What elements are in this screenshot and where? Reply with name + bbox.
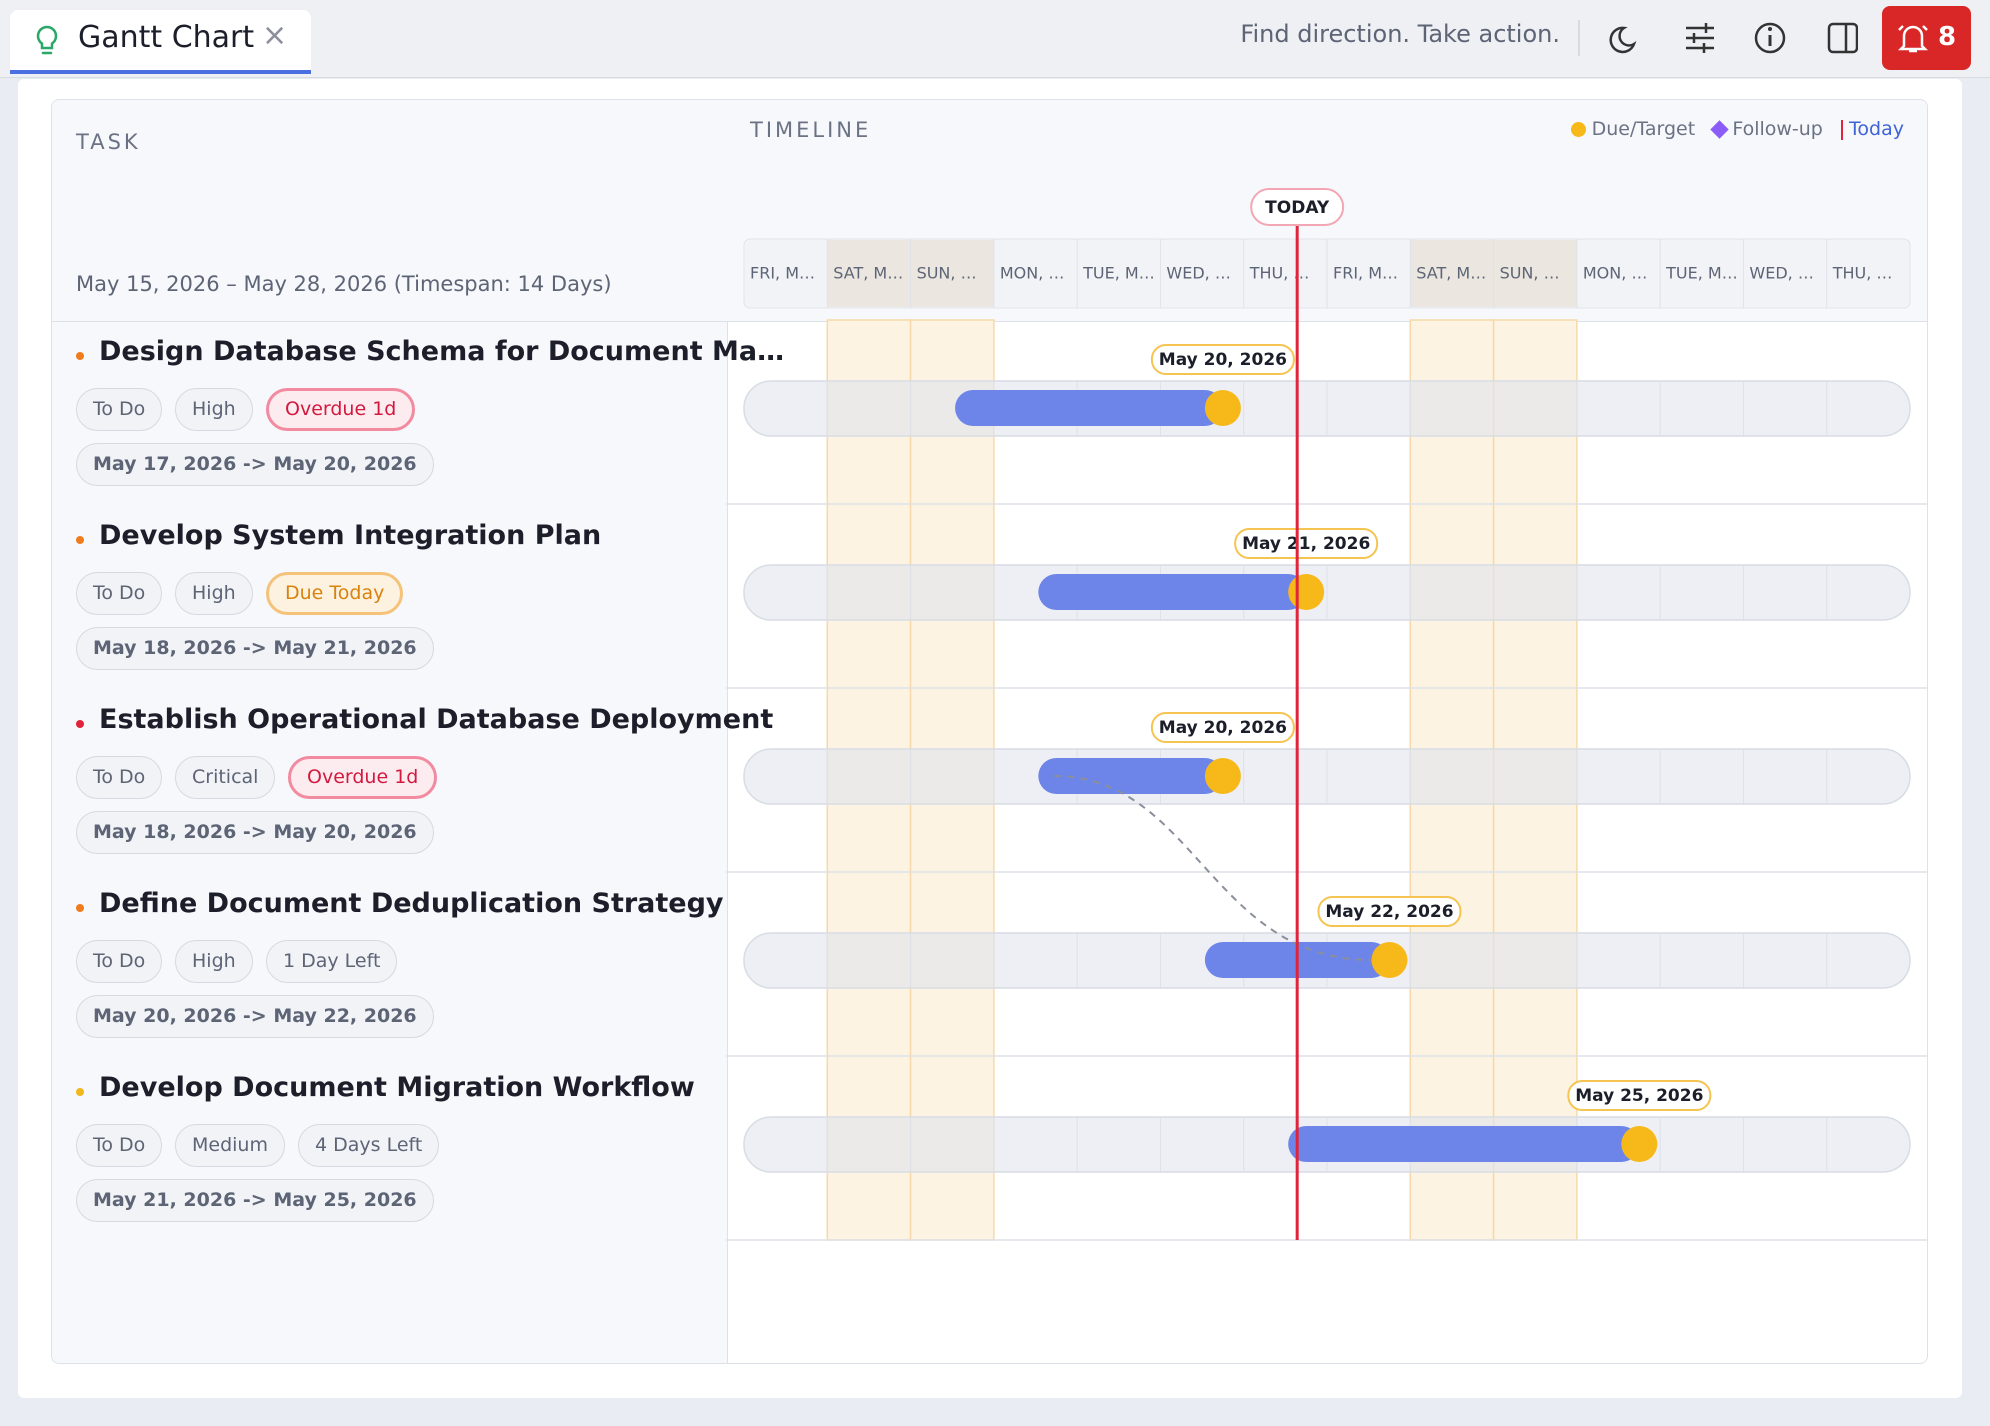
day-label: THU, …	[1249, 264, 1310, 283]
timeline: FRI, M… SAT, M… SUN, … MON, … TUE, M… WED, … T…	[726, 188, 1928, 1241]
toolbar-icons[interactable]	[1608, 18, 1858, 58]
legend-today: Today	[1849, 118, 1904, 140]
status-tag: To Do	[76, 388, 163, 431]
priority-bullet	[76, 536, 84, 544]
due-label-box	[1150, 712, 1295, 743]
task-header: TASK	[76, 130, 141, 154]
priority-bullet	[76, 352, 84, 360]
task-title: Define Document Deduplication Strategy	[99, 888, 724, 919]
task-bar	[955, 390, 1223, 426]
priority-tag: High	[175, 388, 253, 431]
date-range-pill: May 21, 2026 -> May 25, 2026	[76, 1179, 434, 1222]
timeline-header: TIMELINE	[750, 118, 872, 142]
priority-tag: Critical	[175, 756, 276, 799]
legend-due-swatch	[1570, 122, 1586, 137]
due-label-box	[1567, 1080, 1712, 1111]
legend-followup: Follow-up	[1732, 118, 1823, 140]
day-label: SUN, …	[1500, 264, 1560, 283]
notifications-button[interactable]: 8	[1882, 6, 1971, 70]
due-label-box	[1150, 344, 1295, 375]
status-tag: To Do	[76, 572, 163, 615]
priority-bullet	[76, 904, 84, 912]
due-label: May 20, 2026	[1159, 718, 1287, 738]
notification-count: 8	[1938, 22, 1957, 52]
close-tab[interactable]: ×	[262, 18, 288, 53]
date-range-pill: May 18, 2026 -> May 20, 2026	[76, 811, 434, 854]
due-label-box	[1317, 896, 1462, 927]
day-label: WED, …	[1749, 264, 1813, 283]
date-range-pill: May 18, 2026 -> May 21, 2026	[76, 627, 434, 670]
priority-tag: High	[175, 940, 253, 983]
day-label: TUE, M…	[1082, 264, 1155, 283]
due-dot	[1621, 1126, 1658, 1162]
tab[interactable]: Gantt Chart ×	[10, 10, 311, 74]
bell-icon	[1897, 25, 1929, 53]
today-label: TODAY	[1265, 198, 1330, 218]
day-label: MON, …	[1000, 264, 1065, 283]
tagline: Find direction. Take action.	[1240, 20, 1560, 48]
day-label: FRI, M…	[1333, 264, 1398, 283]
date-range: May 15, 2026 – May 28, 2026 (Timespan: 1…	[76, 272, 612, 296]
divider	[1578, 20, 1580, 56]
header-row	[52, 100, 1927, 183]
day-label: SAT, M…	[833, 264, 903, 283]
due-dot	[1288, 574, 1325, 610]
task-title: Develop System Integration Plan	[99, 520, 602, 551]
weekend-header	[1493, 240, 1577, 307]
top-bar	[0, 0, 1990, 78]
legend-followup-swatch	[1710, 120, 1729, 139]
due-dot	[1204, 758, 1241, 794]
task-bar	[1038, 574, 1307, 610]
due-label: May 22, 2026	[1325, 902, 1453, 922]
due-dot	[1371, 942, 1408, 978]
task-title: Establish Operational Database Deploymen…	[99, 704, 774, 735]
day-label: SUN, …	[917, 264, 977, 283]
status-tag: To Do	[76, 940, 163, 983]
date-range-pill: May 17, 2026 -> May 20, 2026	[76, 443, 434, 486]
day-label: SAT, M…	[1416, 264, 1486, 283]
day-label: MON, …	[1583, 264, 1648, 283]
day-label: WED, …	[1166, 264, 1230, 283]
badge: Overdue 1d	[266, 388, 416, 431]
badge: 4 Days Left	[298, 1124, 440, 1167]
due-dot	[1204, 390, 1241, 426]
priority-tag: Medium	[175, 1124, 285, 1167]
task-bar	[1038, 758, 1223, 794]
legend: Due/Target Follow-up Today	[1570, 118, 1904, 140]
weekend-header	[910, 240, 994, 307]
due-label-box	[1234, 528, 1379, 559]
day-label: THU, …	[1832, 264, 1893, 283]
due-label: May 20, 2026	[1159, 350, 1287, 370]
task-bar	[1288, 1126, 1640, 1162]
dependency-link	[1054, 775, 1372, 961]
badge: 1 Day Left	[266, 940, 398, 983]
weekend-header	[827, 240, 911, 307]
bulb-icon	[36, 25, 58, 55]
task-title: Develop Document Migration Workflow	[99, 1072, 695, 1103]
task-title: Design Database Schema for Document Ma…	[99, 336, 785, 367]
date-range-pill: May 20, 2026 -> May 22, 2026	[76, 995, 434, 1038]
due-label: May 21, 2026	[1242, 534, 1370, 554]
legend-today-swatch	[1841, 119, 1843, 140]
badge: Due Today	[266, 572, 404, 615]
legend-due: Due/Target	[1591, 118, 1696, 140]
due-label: May 25, 2026	[1575, 1086, 1703, 1106]
weekend-header	[1410, 240, 1494, 307]
today-label-box	[1250, 188, 1345, 226]
day-label: TUE, M…	[1665, 264, 1738, 283]
tab-title: Gantt Chart	[78, 20, 255, 55]
priority-bullet	[76, 720, 84, 728]
status-tag: To Do	[76, 1124, 163, 1167]
priority-tag: High	[175, 572, 253, 615]
day-label: FRI, M…	[750, 264, 815, 283]
priority-bullet	[76, 1088, 84, 1096]
status-tag: To Do	[76, 756, 163, 799]
badge: Overdue 1d	[288, 756, 438, 799]
